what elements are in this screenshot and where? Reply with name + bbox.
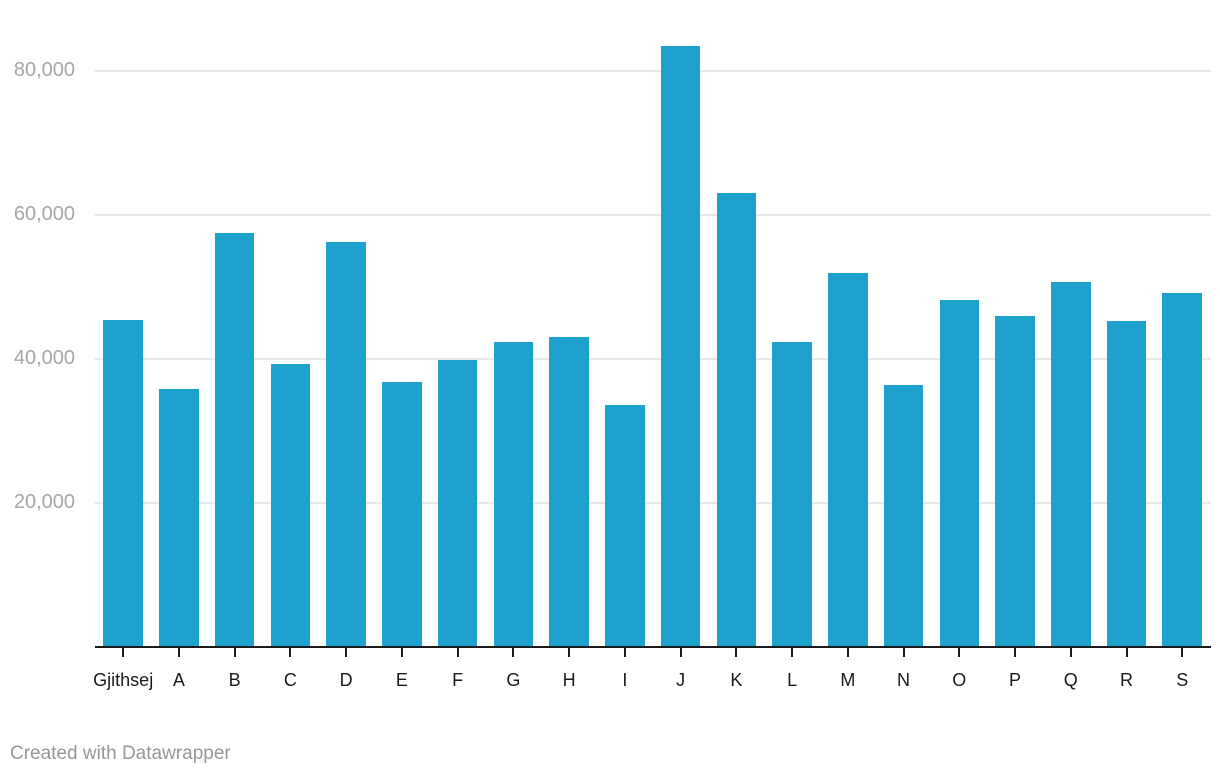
- y-axis-tick-label: 60,000: [13, 203, 75, 225]
- x-axis-tick: [122, 648, 125, 657]
- y-gridline: [95, 70, 1211, 72]
- bar-chart-plot: 20,000 40,000 60,000 80,000 Gjithsej A B C D E F G H…: [13, 45, 1211, 690]
- x-axis-label-r: R: [1120, 670, 1134, 690]
- x-axis-label-b: B: [228, 670, 241, 690]
- x-axis-tick: [233, 648, 236, 657]
- x-axis-label-m: M: [840, 670, 856, 690]
- bar-j[interactable]: [660, 45, 701, 647]
- x-axis-tick: [1014, 648, 1017, 657]
- bar-q[interactable]: [1050, 281, 1091, 647]
- x-axis-label-g: G: [506, 670, 521, 690]
- y-gridline: [95, 502, 1211, 504]
- y-gridline: [95, 214, 1211, 216]
- y-axis-tick-label: 40,000: [13, 347, 75, 369]
- x-axis-label-j: J: [676, 670, 686, 690]
- bar-e[interactable]: [382, 382, 422, 647]
- bar-a[interactable]: [159, 389, 199, 647]
- x-axis-label-c: C: [283, 670, 297, 690]
- x-axis-label-d: D: [339, 670, 353, 690]
- bar-h[interactable]: [549, 337, 589, 647]
- bar-d[interactable]: [326, 241, 366, 647]
- x-axis-tick: [177, 648, 180, 657]
- x-axis-label-e: E: [395, 670, 408, 690]
- x-axis-label-o: O: [952, 670, 967, 690]
- bar-g[interactable]: [493, 342, 534, 647]
- x-axis-tick: [902, 648, 905, 657]
- x-axis-label-a: A: [172, 670, 185, 690]
- x-axis-label-s: S: [1176, 670, 1189, 690]
- chart-footer: Created with Datawrapper: [10, 742, 231, 766]
- x-axis-line: [95, 646, 1211, 648]
- x-axis-tick: [456, 648, 459, 657]
- bar-s[interactable]: [1162, 292, 1203, 647]
- bar-c[interactable]: [270, 364, 311, 647]
- x-axis-label-n: N: [897, 670, 911, 690]
- y-axis-tick-label: 80,000: [13, 59, 75, 81]
- x-axis-tick: [568, 648, 571, 657]
- x-axis-label-l: L: [787, 670, 798, 690]
- bar-r[interactable]: [1106, 320, 1147, 647]
- x-axis-tick: [679, 648, 682, 657]
- bar-p[interactable]: [995, 315, 1035, 647]
- bar-k[interactable]: [716, 193, 757, 647]
- bar-m[interactable]: [828, 273, 868, 647]
- x-axis-tick: [512, 648, 515, 657]
- x-axis-label-h: H: [562, 670, 576, 690]
- x-axis-tick: [735, 648, 738, 657]
- x-axis-tick: [345, 648, 348, 657]
- x-axis-label-f: F: [452, 670, 464, 690]
- x-axis-tick: [958, 648, 961, 657]
- y-axis-tick-label: 20,000: [13, 491, 75, 513]
- x-axis-tick: [400, 648, 403, 657]
- bar-gjithsej[interactable]: [103, 320, 143, 647]
- x-axis-tick: [1181, 648, 1184, 657]
- x-axis-label-q: Q: [1063, 670, 1078, 690]
- x-axis-tick: [1069, 648, 1072, 657]
- x-axis-tick: [1125, 648, 1128, 657]
- bar-i[interactable]: [605, 405, 645, 647]
- x-axis-tick: [791, 648, 794, 657]
- x-axis-tick: [623, 648, 626, 657]
- x-axis-label-gjithsej: Gjithsej: [93, 670, 154, 690]
- bar-n[interactable]: [883, 384, 924, 647]
- x-axis-tick: [846, 648, 849, 657]
- bar-l[interactable]: [772, 342, 812, 647]
- x-axis-label-k: K: [730, 670, 743, 690]
- x-axis-tick: [289, 648, 292, 657]
- datawrapper-attribution-link[interactable]: Created with Datawrapper: [10, 743, 231, 764]
- y-gridline: [95, 358, 1211, 360]
- x-axis-label-i: I: [622, 670, 628, 690]
- bar-b[interactable]: [214, 233, 255, 647]
- bar-o[interactable]: [939, 299, 980, 647]
- x-axis-label-p: P: [1009, 670, 1022, 690]
- bar-f[interactable]: [437, 360, 478, 647]
